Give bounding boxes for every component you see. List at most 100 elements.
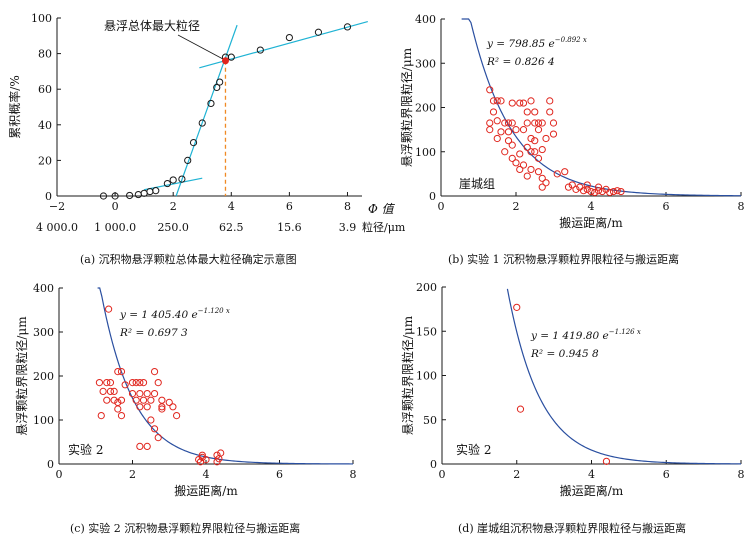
data-point-c	[147, 416, 155, 424]
um-tick-label-a: 4 000.0	[36, 221, 78, 234]
x-axis-title-c: 搬运距离/m	[174, 483, 238, 498]
data-point-b	[568, 181, 576, 189]
data-point-b	[519, 161, 528, 169]
data-point-b	[583, 181, 591, 189]
data-point-c	[97, 412, 105, 420]
annotation-label-a: 悬浮总体最大粒径	[104, 18, 200, 33]
data-point-b	[598, 187, 606, 196]
x-tick-label-a: 8	[344, 200, 351, 213]
data-point-a	[213, 83, 221, 92]
data-point-c	[143, 390, 151, 398]
data-point-b	[531, 148, 539, 156]
x-axis-title-phi-a: Φ 值	[368, 202, 396, 216]
data-point-a	[178, 175, 186, 183]
data-point-b	[504, 128, 513, 136]
data-point-b	[501, 148, 509, 156]
data-point-b	[523, 119, 531, 127]
data-point-c	[143, 442, 151, 450]
x-tick-label-b: 6	[663, 200, 670, 213]
data-point-b	[493, 134, 501, 143]
data-point-c	[150, 425, 159, 433]
y-tick-label-b: 200	[415, 102, 436, 115]
data-point-c	[105, 305, 113, 313]
x-tick-label-d: 6	[663, 468, 670, 481]
y-tick-label-a: 20	[38, 154, 52, 167]
x-tick-label-c: 2	[129, 468, 136, 481]
data-point-b	[497, 97, 505, 105]
x-tick-label-c: 8	[350, 468, 357, 481]
y-tick-label-d: 150	[416, 325, 437, 338]
data-point-b	[497, 128, 505, 136]
data-point-b	[534, 168, 543, 176]
data-point-a	[189, 139, 198, 147]
data-point-c	[136, 379, 144, 387]
data-point-c	[195, 456, 203, 464]
x-tick-label-a: 6	[286, 200, 293, 213]
data-point-b	[486, 126, 494, 134]
data-point-b	[531, 108, 539, 116]
data-point-c	[139, 379, 148, 387]
data-point-a	[169, 176, 177, 184]
x-axis-title-b: 搬运距离/m	[559, 215, 623, 230]
data-point-c	[165, 398, 173, 406]
equation-c: y = 1 405.40 e−1.120 x	[119, 307, 230, 321]
fit-curve-c	[97, 287, 353, 465]
data-point-b	[572, 185, 580, 193]
r-squared-d: R² = 0.945 8	[530, 348, 599, 360]
data-point-b	[591, 188, 599, 197]
data-point-b	[516, 165, 524, 174]
data-point-d	[602, 457, 611, 465]
y-tick-label-b: 0	[429, 190, 436, 203]
data-point-b	[508, 154, 516, 162]
data-point-b	[538, 183, 546, 191]
data-point-b	[613, 187, 621, 195]
data-point-b	[606, 188, 614, 197]
y-tick-label-b: 300	[415, 57, 436, 70]
x-tick-label-d: 2	[513, 468, 520, 481]
data-point-b	[504, 119, 513, 127]
data-point-b	[519, 99, 528, 107]
y-tick-label-d: 50	[423, 414, 437, 427]
data-point-c	[128, 379, 137, 387]
data-point-b	[538, 145, 546, 154]
data-point-b	[512, 126, 520, 134]
data-point-c	[158, 396, 166, 404]
y-tick-label-a: 40	[38, 119, 52, 132]
data-point-c	[117, 412, 126, 420]
data-point-c	[150, 368, 159, 376]
data-point-a	[227, 53, 235, 61]
caption-c: (c) 实验 2 沉积物悬浮颗粒界限粒径与搬运距离	[70, 522, 301, 535]
data-point-b	[531, 137, 539, 145]
data-point-b	[489, 108, 498, 116]
x-tick-label-b: 8	[738, 200, 745, 213]
data-point-a	[134, 190, 142, 199]
data-point-b	[534, 154, 543, 162]
data-point-c	[136, 390, 144, 398]
data-point-a	[163, 179, 171, 188]
y-axis-title-b: 悬浮颗粒界限粒径/μm	[399, 47, 414, 167]
data-point-c	[106, 387, 115, 395]
y-tick-label-c: 400	[33, 282, 54, 295]
data-point-c	[139, 396, 148, 404]
data-point-c	[121, 381, 129, 389]
data-point-a	[314, 28, 323, 36]
equation-b: y = 798.85 e−0.892 x	[486, 36, 587, 50]
data-point-c	[154, 379, 162, 387]
um-tick-label-a: 3.9	[339, 221, 357, 234]
y-tick-label-a: 80	[38, 48, 52, 61]
data-point-a	[99, 192, 108, 200]
data-point-c	[117, 396, 126, 404]
fit-curve-d	[506, 288, 742, 465]
data-point-c	[202, 456, 210, 464]
data-point-b	[504, 137, 513, 145]
data-point-c	[95, 379, 104, 387]
y-tick-label-c: 100	[33, 414, 54, 427]
data-point-b	[534, 126, 543, 134]
x-tick-label-b: 0	[438, 200, 445, 213]
data-point-c	[213, 458, 221, 466]
data-point-c	[106, 379, 115, 387]
x-tick-label-a: −2	[49, 200, 65, 213]
group-label-c: 实验 2	[68, 442, 103, 457]
data-point-c	[198, 451, 206, 459]
data-point-c	[158, 403, 166, 411]
